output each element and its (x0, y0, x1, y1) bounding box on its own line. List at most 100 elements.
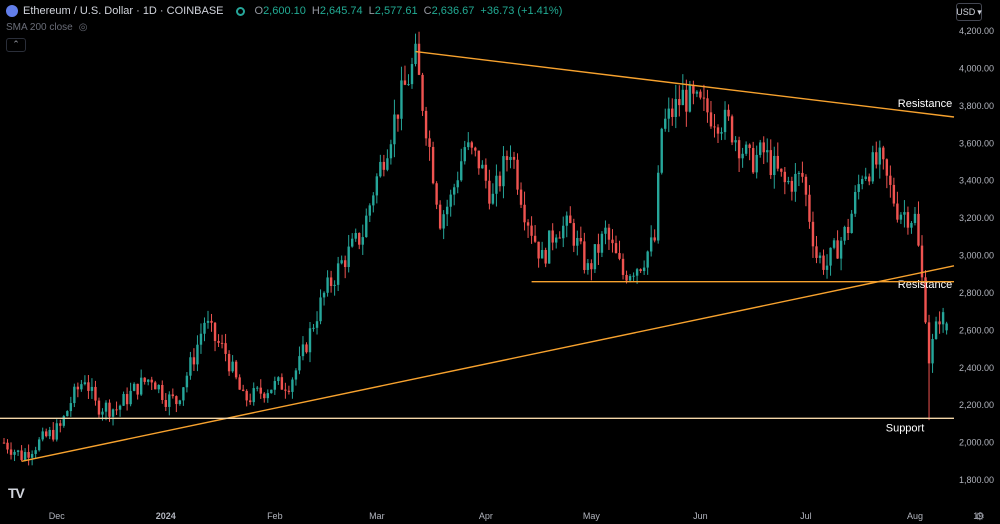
visibility-icon[interactable]: ◎ (78, 22, 88, 33)
candle-body (108, 402, 111, 417)
candle-body (882, 147, 885, 160)
candle-body (783, 171, 787, 183)
candle-body (649, 237, 653, 252)
candle-body (27, 452, 30, 458)
candle-body (9, 449, 13, 455)
candle-body (495, 175, 498, 194)
candle-body (688, 85, 692, 112)
candle-body (512, 156, 516, 160)
candle-body (386, 158, 389, 170)
y-tick-label: 3,600.00 (959, 138, 994, 148)
candle-body (227, 353, 231, 372)
price-change: +36.73 (+1.41%) (480, 5, 563, 17)
candle-body (572, 223, 575, 246)
candle-body (329, 277, 333, 287)
candle-body (442, 214, 445, 229)
candle-body (843, 226, 846, 241)
candle-body (692, 85, 695, 94)
candle-body (780, 168, 783, 172)
candle-body (175, 396, 178, 405)
candle-body (76, 386, 80, 390)
candle-body (491, 193, 495, 204)
gear-icon[interactable]: ⚙ (975, 511, 985, 523)
candle-body (238, 377, 241, 390)
annotation-line-1 (21, 265, 955, 462)
candle-body (41, 431, 44, 440)
candle-body (354, 233, 357, 239)
candle-body (249, 400, 252, 403)
candle-body (122, 394, 125, 406)
x-tick-label: 19 (973, 511, 983, 521)
candle-body (312, 327, 315, 329)
candle-body (593, 244, 597, 270)
candle-body (336, 263, 340, 285)
candle-body (769, 150, 772, 176)
ohlc-open: O2,600.10 (254, 5, 306, 17)
y-tick-label: 2,800.00 (959, 288, 994, 298)
candle-body (899, 214, 903, 220)
candle-body (829, 247, 832, 266)
candle-body (565, 215, 568, 226)
candle-body (773, 155, 776, 176)
candle-body (185, 375, 189, 388)
y-tick-label: 1,800.00 (959, 475, 994, 485)
candle-body (178, 400, 182, 405)
candle-body (502, 156, 505, 187)
indicator-legend[interactable]: SMA 200 close ◎ (6, 22, 87, 33)
candle-body (723, 109, 727, 133)
candle-body (308, 328, 312, 353)
candle-body (164, 400, 167, 407)
candle-body (540, 249, 544, 259)
candle-body (171, 394, 175, 397)
annotation-label: Resistance (898, 98, 952, 110)
candle-body (147, 379, 150, 382)
candle-body (755, 154, 758, 173)
candle-body (558, 237, 561, 239)
candle-body (259, 387, 262, 394)
candle-body (920, 245, 924, 278)
candle-body (322, 292, 326, 298)
annotation-label: Support (886, 422, 925, 434)
candle-body (403, 80, 407, 85)
candle-body (80, 384, 83, 390)
candle-body (903, 212, 906, 215)
candle-body (410, 64, 414, 85)
candle-body (435, 183, 438, 205)
candle-body (157, 384, 160, 390)
candle-body (590, 263, 593, 270)
candle-body (45, 431, 48, 437)
candle-body (438, 204, 442, 229)
candle-body (660, 128, 663, 173)
tradingview-logo: TV (8, 485, 25, 501)
candle-body (642, 267, 646, 272)
candle-body (794, 173, 797, 192)
x-tick-label: Jul (800, 511, 812, 521)
candle-body (611, 239, 614, 244)
candle-body (34, 450, 37, 454)
collapse-legend-button[interactable]: ⌃ (6, 38, 26, 52)
candle-body (850, 213, 853, 234)
candle-body (139, 377, 143, 395)
candle-body (625, 274, 628, 281)
candle-body (192, 357, 196, 365)
candle-body (759, 142, 762, 155)
candle-body (931, 339, 934, 364)
currency-selector[interactable]: USD ▾ (956, 3, 982, 21)
candle-body (196, 344, 199, 365)
candle-body (340, 260, 343, 264)
candle-body (424, 110, 428, 139)
y-tick-label: 2,200.00 (959, 400, 994, 410)
candle-body (797, 172, 801, 174)
candle-body (646, 251, 649, 268)
candle-body (182, 387, 185, 401)
candle-body (685, 89, 688, 112)
candle-body (280, 377, 284, 390)
symbol-title[interactable]: Ethereum / U.S. Dollar · 1D · COINBASE (23, 5, 224, 17)
x-tick-label: Jun (693, 511, 708, 521)
candle-body (48, 429, 51, 437)
candle-body (498, 175, 502, 187)
candle-body (453, 187, 456, 195)
candle-body (544, 249, 547, 264)
candle-body (875, 152, 878, 165)
